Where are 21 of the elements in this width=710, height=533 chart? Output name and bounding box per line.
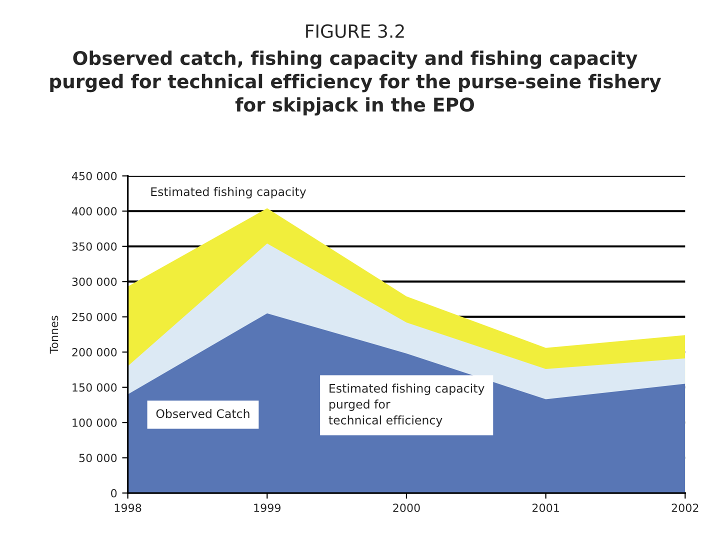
chart-title: FIGURE 3.2	[306, 24, 404, 38]
y-tick-label: 450 000	[72, 172, 117, 180]
x-tick-label: 2002	[672, 504, 698, 512]
y-tick-label: 50 000	[79, 454, 117, 462]
x-tick-label: 1999	[254, 504, 280, 512]
y-tick-label: 300 000	[72, 278, 117, 286]
series-label: Observed Catch	[156, 408, 250, 418]
y-tick-label: 400 000	[72, 207, 117, 216]
x-tick-label: 1998	[114, 504, 142, 512]
x-tick-label: 2000	[393, 504, 420, 512]
y-tick-label: 350 000	[72, 242, 117, 251]
text: Estimated fishing capacity	[151, 186, 306, 198]
y-tick-label: 0	[111, 489, 117, 498]
y-tick-label: 250 000	[72, 312, 117, 322]
y-tick-label: 100 000	[72, 418, 117, 427]
series-label: Estimated fishing capacity purged for technical efficiency	[328, 384, 484, 427]
x-tick-label: 2001	[532, 504, 559, 512]
chart-subtitle: Observed catch, fishing capacity and fishing capacity purged for technical efficiency for the purse-seine fishery for skipjack in the EPO	[50, 50, 662, 116]
y-tick-label: 200 000	[72, 348, 117, 356]
y-tick-label: 150 000	[72, 383, 117, 392]
y-axis-title: Tonnes	[50, 316, 58, 354]
